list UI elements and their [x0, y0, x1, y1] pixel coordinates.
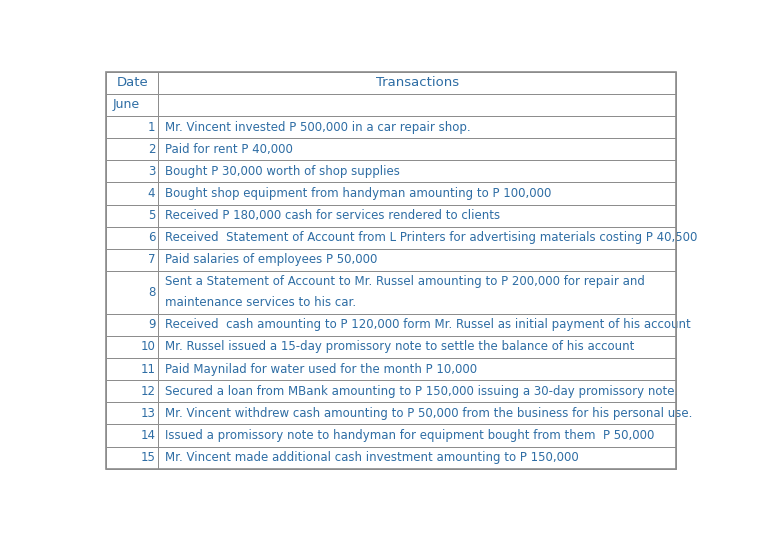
Text: 12: 12 — [140, 385, 156, 398]
Text: Paid Maynilad for water used for the month P 10,000: Paid Maynilad for water used for the mon… — [165, 363, 477, 376]
Text: 6: 6 — [148, 231, 156, 244]
Bar — [159, 116, 676, 138]
Bar — [106, 204, 159, 227]
Text: 3: 3 — [148, 165, 156, 178]
Text: Sent a Statement of Account to Mr. Russel amounting to P 200,000 for repair and: Sent a Statement of Account to Mr. Russe… — [165, 275, 645, 288]
Bar — [106, 271, 159, 314]
Bar — [106, 380, 159, 402]
Text: Issued a promissory note to handyman for equipment bought from them  P 50,000: Issued a promissory note to handyman for… — [165, 429, 654, 442]
Text: 1: 1 — [148, 120, 156, 134]
Text: 7: 7 — [148, 254, 156, 266]
Bar — [106, 336, 159, 358]
Bar — [106, 358, 159, 380]
Text: maintenance services to his car.: maintenance services to his car. — [165, 296, 356, 309]
Text: Bought P 30,000 worth of shop supplies: Bought P 30,000 worth of shop supplies — [165, 165, 400, 178]
Text: 9: 9 — [148, 318, 156, 331]
Text: June: June — [112, 98, 140, 111]
Text: Received  Statement of Account from L Printers for advertising materials costing: Received Statement of Account from L Pri… — [165, 231, 697, 244]
Text: Secured a loan from MBank amounting to P 150,000 issuing a 30-day promissory not: Secured a loan from MBank amounting to P… — [165, 385, 678, 398]
Bar — [106, 160, 159, 182]
Bar — [106, 424, 159, 447]
Bar — [159, 227, 676, 249]
Bar — [159, 424, 676, 447]
Bar — [106, 227, 159, 249]
Bar — [106, 314, 159, 336]
Text: 10: 10 — [140, 340, 156, 354]
Bar — [159, 380, 676, 402]
Bar — [159, 249, 676, 271]
Bar — [159, 336, 676, 358]
Bar — [159, 447, 676, 469]
Text: 2: 2 — [148, 143, 156, 156]
Bar — [159, 94, 676, 116]
Text: Mr. Vincent withdrew cash amounting to P 50,000 from the business for his person: Mr. Vincent withdrew cash amounting to P… — [165, 407, 692, 420]
Text: 4: 4 — [148, 187, 156, 200]
Text: 11: 11 — [140, 363, 156, 376]
Text: Date: Date — [117, 76, 148, 89]
Bar — [159, 314, 676, 336]
Bar — [106, 447, 159, 469]
Bar — [159, 138, 676, 160]
Text: 15: 15 — [140, 451, 156, 464]
Text: Received  cash amounting to P 120,000 form Mr. Russel as initial payment of his : Received cash amounting to P 120,000 for… — [165, 318, 691, 331]
Text: Paid for rent P 40,000: Paid for rent P 40,000 — [165, 143, 293, 156]
Bar — [106, 72, 159, 94]
Bar — [159, 402, 676, 424]
Text: Mr. Vincent invested P 500,000 in a car repair shop.: Mr. Vincent invested P 500,000 in a car … — [165, 120, 470, 134]
Text: Transactions: Transactions — [375, 76, 459, 89]
Bar — [106, 249, 159, 271]
Text: Paid salaries of employees P 50,000: Paid salaries of employees P 50,000 — [165, 254, 377, 266]
Bar — [106, 182, 159, 204]
Text: 8: 8 — [148, 286, 156, 299]
Bar — [106, 402, 159, 424]
Bar — [159, 72, 676, 94]
Text: 13: 13 — [140, 407, 156, 420]
Text: Mr. Russel issued a 15-day promissory note to settle the balance of his account: Mr. Russel issued a 15-day promissory no… — [165, 340, 634, 354]
Text: Received P 180,000 cash for services rendered to clients: Received P 180,000 cash for services ren… — [165, 209, 500, 222]
Bar — [159, 358, 676, 380]
Bar — [159, 182, 676, 204]
Bar — [159, 271, 676, 314]
Text: 5: 5 — [148, 209, 156, 222]
Bar — [159, 160, 676, 182]
Bar — [106, 94, 159, 116]
Text: Mr. Vincent made additional cash investment amounting to P 150,000: Mr. Vincent made additional cash investm… — [165, 451, 578, 464]
Bar — [106, 116, 159, 138]
Text: 14: 14 — [140, 429, 156, 442]
Bar — [106, 138, 159, 160]
Bar — [159, 204, 676, 227]
Text: Bought shop equipment from handyman amounting to P 100,000: Bought shop equipment from handyman amou… — [165, 187, 551, 200]
